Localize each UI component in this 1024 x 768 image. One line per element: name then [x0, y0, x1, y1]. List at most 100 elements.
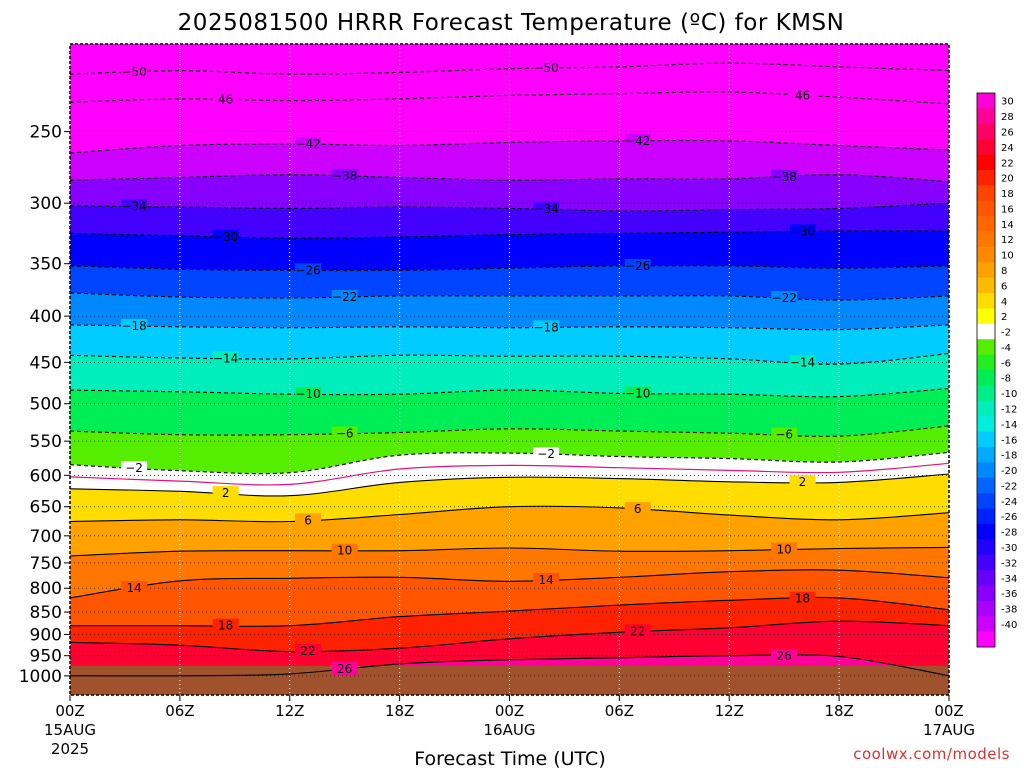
colorbar-swatch: [977, 370, 995, 386]
colorbar-swatch: [977, 585, 995, 602]
y-tick-label: 1000: [19, 667, 62, 687]
colorbar-swatch: [977, 154, 995, 171]
colorbar-swatch: [977, 339, 995, 355]
colorbar-tick-label: -12: [1001, 404, 1017, 415]
isotherm-label-bg: [331, 661, 358, 675]
colorbar-tick-label: 6: [1001, 281, 1007, 292]
colorbar-swatch: [977, 554, 995, 571]
x-tick-label: 06Z: [605, 702, 634, 720]
colorbar-tick-label: 10: [1001, 251, 1014, 262]
isotherm-label-bg: [212, 486, 239, 500]
isotherm-label-bg: [533, 447, 560, 461]
colorbar-swatch: [977, 477, 995, 494]
isotherm-label: −2: [537, 447, 555, 461]
y-tick-label: 350: [30, 255, 62, 275]
colorbar-tick-label: 28: [1001, 112, 1014, 123]
isotherm-label: −10: [295, 387, 320, 401]
isotherm-line: [70, 202, 949, 212]
isotherm-label: −6: [336, 427, 354, 441]
isotherm-line: [70, 620, 949, 653]
colorbar-swatch: [977, 231, 995, 248]
isotherm-label: −34: [121, 200, 146, 214]
y-tick-label: 600: [30, 466, 62, 486]
isotherm-label-bg: [624, 133, 651, 147]
y-tick-label: 700: [30, 527, 62, 547]
x-axis-label: Forecast Time (UTC): [414, 748, 605, 768]
isotherm-label: 14: [538, 573, 553, 587]
colorbar-tick-label: -8: [1001, 374, 1011, 385]
colorbar-tick-label: -2: [1001, 328, 1011, 339]
isotherm-label: 26: [777, 649, 792, 663]
colorbar-swatch: [977, 108, 995, 125]
isotherm-label: 2: [799, 475, 807, 489]
isotherm-label: 22: [300, 644, 315, 658]
isotherm-label: −2: [125, 461, 143, 475]
isotherm-line: [70, 654, 949, 677]
isotherm-label: −14: [790, 355, 815, 369]
colorbar-swatch: [977, 493, 995, 509]
colorbar-tick-label: 4: [1001, 297, 1007, 308]
isotherm-label: −34: [533, 202, 558, 216]
isotherm-label-bg: [789, 224, 816, 238]
colorbar-swatch: [977, 169, 995, 186]
colorbar-tick-label: -4: [1001, 343, 1011, 354]
colorbar-swatch: [977, 539, 995, 555]
isotherm-line: [70, 62, 949, 75]
colorbar-tick-label: 26: [1001, 127, 1014, 138]
y-tick-label: 550: [30, 432, 62, 452]
isotherm-label: −42: [625, 134, 650, 148]
freezing-line: [70, 462, 949, 486]
isotherm-label: 14: [126, 581, 141, 595]
isotherm-label: −42: [295, 137, 320, 151]
isotherm-label: −50: [121, 65, 146, 79]
isotherm-label: 46: [218, 93, 233, 107]
isotherm-label-bg: [295, 387, 322, 401]
isotherm-label: 46: [795, 88, 810, 102]
isotherm-label: −30: [213, 230, 238, 244]
colorbar-swatch: [977, 293, 995, 309]
colorbar-swatch: [977, 631, 995, 648]
isotherm-line: [70, 546, 949, 557]
isotherm-line: [70, 265, 949, 272]
colorbar-swatch: [977, 354, 995, 371]
isotherm-label: −50: [533, 61, 558, 75]
colorbar-frame: [976, 92, 996, 648]
x-tick-label: 00Z: [495, 702, 524, 720]
colorbar-swatch: [977, 385, 995, 402]
chart-title: 2025081500 HRRR Forecast Temperature (ºC…: [178, 10, 845, 36]
isotherm-label: 6: [634, 502, 642, 516]
isotherm-label-bg: [771, 649, 798, 663]
isotherm-label-bg: [212, 92, 239, 106]
isotherm-line: [70, 139, 949, 154]
colorbar-swatch: [977, 616, 995, 632]
y-tick-label: 400: [30, 307, 62, 327]
y-tick-label: 650: [30, 498, 62, 518]
y-tick-label: 950: [30, 647, 62, 667]
colorbar-tick-label: -34: [1001, 574, 1017, 585]
credit-text: coolwx.com/models: [853, 745, 1010, 763]
colorbar-tick-label: -20: [1001, 466, 1017, 477]
colorbar-tick-label: -16: [1001, 435, 1017, 446]
colorbar-swatch: [977, 431, 995, 448]
pressure-axis: 2503003504004505005506006507007508008509…: [19, 123, 70, 687]
x-tick-label: 12Z: [275, 702, 304, 720]
isotherm-label: −26: [295, 263, 320, 277]
isotherm-line: [70, 569, 949, 599]
colorbar-swatch: [977, 508, 995, 525]
isotherm-label-bg: [533, 320, 560, 334]
x-tick-label: 18Z: [385, 702, 414, 720]
isotherm-label-bg: [295, 513, 322, 527]
isotherm-label: 18: [795, 592, 810, 606]
colorbar-swatch: [977, 323, 995, 340]
temperature-colorbar: 30 28 26 24 22 20 18 16 14 12 10 8 6 4 2 -2 -4 -6 -8 -10 -12…: [976, 92, 1017, 648]
colorbar-swatch: [977, 400, 995, 417]
isotherm-line: [70, 174, 949, 183]
colorbar-swatch: [977, 570, 995, 586]
isotherm-label-bg: [295, 643, 322, 657]
isotherm-line: [70, 387, 949, 398]
isotherm-label: −14: [213, 351, 238, 365]
colorbar-swatch: [977, 185, 995, 202]
isotherm-label-bg: [789, 355, 816, 369]
colorbar-swatch: [977, 216, 995, 232]
